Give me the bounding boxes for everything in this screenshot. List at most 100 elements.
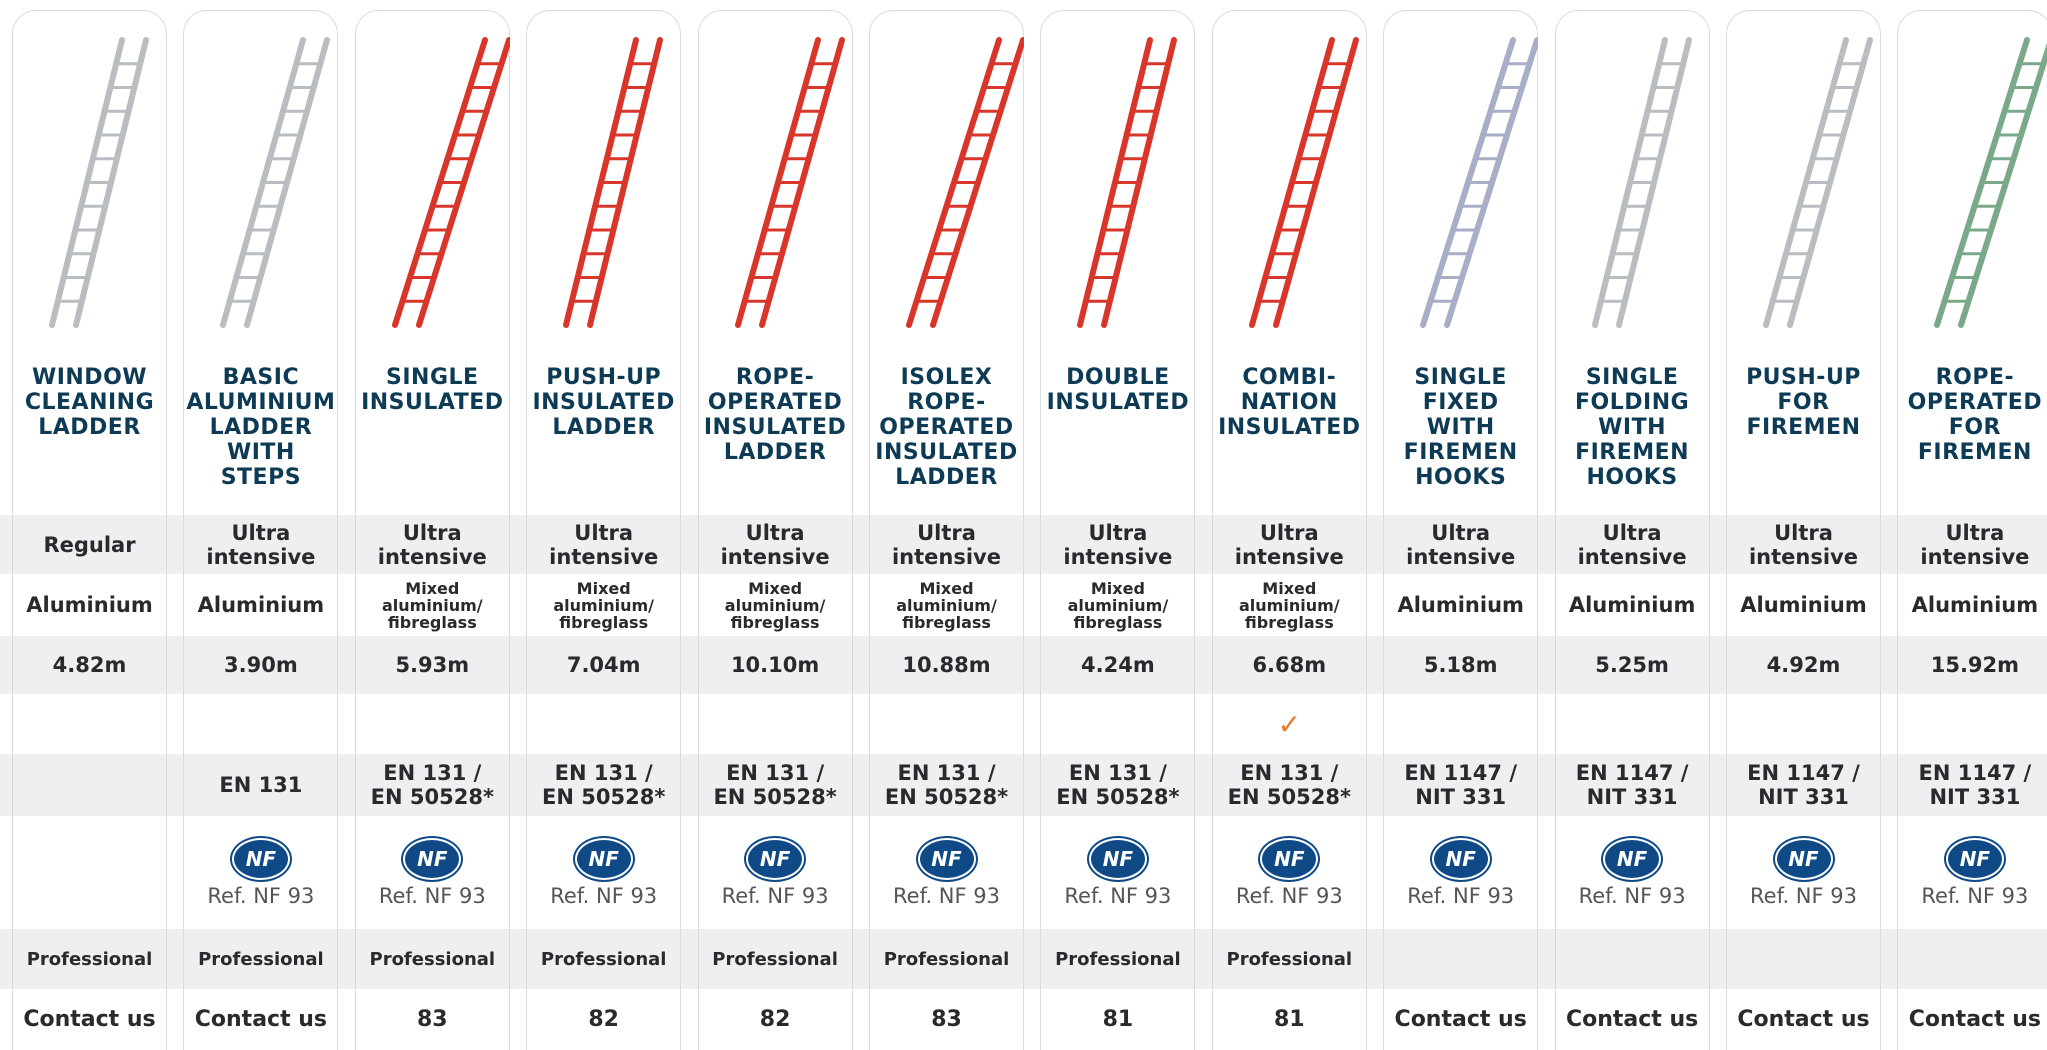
segment: Professional (1055, 948, 1181, 970)
usage: Ultra intensive (720, 520, 830, 569)
title-line: INSULATED (875, 440, 1018, 465)
usage-cell: Ultra intensive (1555, 515, 1710, 574)
price-cell: Contact us (1383, 989, 1538, 1050)
nf-logo: NF (1945, 837, 2004, 880)
standard-line: EN 1147 / (1747, 761, 1860, 785)
certification-cell: NF Ref. NF 93 (1040, 816, 1195, 929)
title-line: LADDER (38, 415, 141, 440)
title-line: PUSH-UP (546, 365, 662, 390)
usage-cell: Ultra intensive (1897, 515, 2047, 574)
certification-cell: NF Ref. NF 93 (183, 816, 338, 929)
material-line: Aluminium (1740, 593, 1867, 617)
price: Contact us (194, 1007, 328, 1032)
segment-cell: Professional (1040, 929, 1195, 989)
nf-ref: Ref. NF 93 (893, 883, 1000, 908)
price: 82 (759, 1007, 791, 1032)
check-cell (1726, 694, 1881, 754)
nf-logo: NF (231, 837, 290, 880)
title-line: SINGLE (1414, 365, 1507, 390)
ladder-image (391, 37, 510, 328)
height: 5.93m (395, 653, 470, 677)
title-line: SINGLE (1585, 365, 1679, 390)
standard-cell: EN 131 /EN 50528* (526, 754, 681, 816)
segment: Professional (1226, 948, 1353, 970)
segment-cell (1726, 929, 1881, 989)
standard-line: EN 50528* (542, 785, 666, 809)
product-title: SINGLE INSULATED (355, 365, 510, 510)
material-cell: Mixed aluminium/fibreglass (698, 574, 853, 636)
title-line: DOUBLE (1066, 365, 1170, 390)
title-line: LADDER (552, 415, 655, 440)
nf-logo: NF (1260, 837, 1319, 880)
height: 15.92m (1930, 653, 2020, 677)
price: Contact us (1394, 1007, 1527, 1032)
check-cell (355, 694, 510, 754)
product-title: DOUBLE INSULATED (1040, 365, 1195, 510)
nf-ref: Ref. NF 93 (207, 883, 315, 908)
price-cell: 83 (355, 989, 510, 1050)
product-card (697, 10, 853, 1050)
price-cell: Contact us (1897, 989, 2047, 1050)
material-line: fibreglass (387, 612, 477, 632)
check-mark: ✓ (1277, 707, 1302, 741)
certification-cell (12, 816, 167, 929)
height-cell: 4.82m (12, 636, 167, 694)
usage-cell: Ultra intensive (1383, 515, 1538, 574)
ladder-image (49, 37, 149, 328)
product-card (1726, 10, 1881, 1050)
price: 83 (931, 1007, 962, 1032)
material-cell: Mixed aluminium/fibreglass (526, 574, 681, 636)
title-line: OPERATED (879, 415, 1014, 440)
height: 7.04m (566, 653, 641, 677)
usage-cell: Ultra intensive (698, 515, 853, 574)
standard-line: NIT 331 (1415, 785, 1507, 809)
nf-logo: NF (1774, 837, 1833, 880)
title-line: INSULATED (1218, 415, 1361, 440)
height-cell: 10.88m (869, 636, 1024, 694)
nf-ref: Ref. NF 93 (378, 883, 486, 908)
price: Contact us (1737, 1007, 1870, 1032)
title-line: CLEANING (24, 390, 155, 415)
height-cell: 4.24m (1040, 636, 1195, 694)
material-cell: Mixed aluminium/fibreglass (869, 574, 1024, 636)
height-cell: 10.10m (698, 636, 853, 694)
height: 10.10m (730, 653, 820, 677)
segment-cell: Professional (526, 929, 681, 989)
certification-cell: NF Ref. NF 93 (1897, 816, 2047, 929)
product-card (869, 10, 1024, 1050)
title-line: FOR (1777, 390, 1830, 415)
height-cell: 5.93m (355, 636, 510, 694)
product-title: SINGLE FOLDING WITH FIREMEN HOOKS (1555, 365, 1710, 510)
price-cell: Contact us (1555, 989, 1710, 1050)
nf-ref: Ref. NF 93 (1064, 883, 1172, 908)
price-cell: 83 (869, 989, 1024, 1050)
check-cell (869, 694, 1024, 754)
standard-cell: EN 131 /EN 50528* (1212, 754, 1367, 816)
material-cell: Aluminium (1383, 574, 1538, 636)
certification-cell: NF Ref. NF 93 (355, 816, 510, 929)
height: 5.25m (1595, 653, 1669, 677)
price: 83 (416, 1007, 448, 1032)
material-line: Aluminium (1568, 593, 1696, 617)
height: 6.68m (1252, 653, 1327, 677)
standard-cell: EN 131 (183, 754, 338, 816)
ladder-image (906, 37, 1024, 328)
price: 81 (1273, 1007, 1305, 1032)
standard-line: EN 50528* (1227, 785, 1351, 809)
nf-logo: NF (1088, 837, 1147, 880)
price: 82 (588, 1007, 619, 1032)
standard-line: EN 50528* (884, 785, 1009, 809)
product-card (183, 10, 339, 1050)
height: 10.88m (902, 653, 991, 677)
segment-cell (1555, 929, 1710, 989)
nf-ref: Ref. NF 93 (550, 883, 658, 908)
standard-line: EN 50528* (1056, 785, 1180, 809)
usage-cell: Ultra intensive (1726, 515, 1881, 574)
title-line: FIREMEN (1403, 440, 1518, 465)
material-cell: Mixed aluminium/fibreglass (355, 574, 510, 636)
certification-cell: NF Ref. NF 93 (1555, 816, 1710, 929)
material-line: fibreglass (1244, 612, 1334, 632)
segment-cell: Professional (183, 929, 338, 989)
title-line: ROPE- (907, 390, 986, 415)
